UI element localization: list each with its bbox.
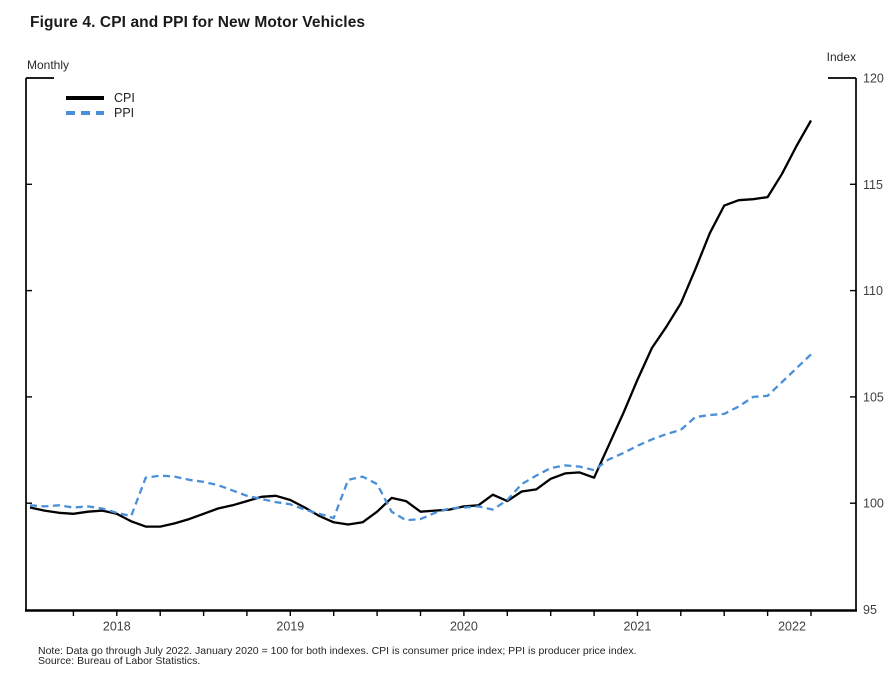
legend-item-cpi: CPI <box>66 90 135 105</box>
x-year-label: 2021 <box>623 620 651 634</box>
cpi-line <box>29 119 812 528</box>
x-year-label: 2020 <box>450 620 478 634</box>
y-tick-label: 120 <box>863 72 884 86</box>
x-year-label: 2019 <box>276 620 304 634</box>
y-axis-left <box>25 77 54 611</box>
y-tick-label: 100 <box>863 497 884 511</box>
legend-label-ppi: PPI <box>114 105 135 120</box>
cpi-line-swatch-icon <box>66 95 104 100</box>
legend-label-cpi: CPI <box>114 90 135 105</box>
x-year-label: 2022 <box>778 620 806 634</box>
x-year-label: 2018 <box>103 620 131 634</box>
ppi-line <box>29 353 812 522</box>
chart-legend: CPI PPI <box>66 90 135 120</box>
chart-note: Note: Data go through July 2022. January… <box>38 645 637 657</box>
chart-title: Figure 4. CPI and PPI for New Motor Vehi… <box>30 14 366 31</box>
axis-unit-label: Index <box>826 50 856 64</box>
legend-item-ppi: PPI <box>66 105 135 120</box>
y-tick-label: 115 <box>863 178 883 192</box>
chart-source: Source: Bureau of Labor Statistics. <box>38 655 201 667</box>
y-axis-right <box>828 77 857 611</box>
ppi-line-swatch-icon <box>66 110 104 115</box>
frequency-label: Monthly <box>27 58 70 72</box>
y-tick-label: 95 <box>863 603 877 617</box>
y-tick-label: 110 <box>863 284 883 298</box>
y-tick-label: 105 <box>863 390 884 404</box>
